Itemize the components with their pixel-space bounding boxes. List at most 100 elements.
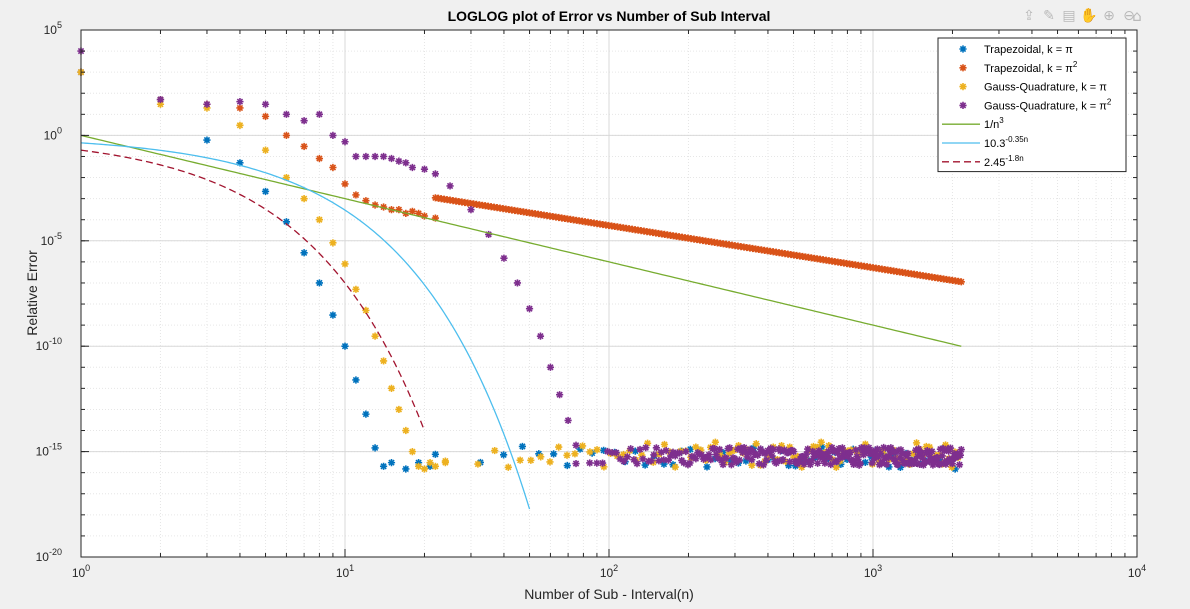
x-tick-labels: 100 101 102 103 104: [72, 563, 1146, 580]
data-point: [712, 450, 720, 458]
data-point: [642, 444, 650, 452]
data-point: [864, 446, 872, 454]
data-point: [426, 459, 434, 467]
legend-item[interactable]: Trapezoidal, k = π: [959, 44, 1073, 56]
data-point: [686, 459, 694, 467]
data-point: [714, 454, 722, 462]
data-point: [513, 279, 522, 287]
data-point: [865, 444, 873, 452]
data-point: [550, 450, 558, 458]
data-point: [838, 444, 846, 452]
data-point: [833, 458, 841, 466]
y-tick-label: 10-5: [41, 231, 62, 248]
legend-item[interactable]: 1/n3: [942, 116, 1004, 131]
chart-title: LOGLOG plot of Error vs Number of Sub In…: [448, 8, 771, 24]
data-point: [341, 180, 349, 188]
legend-item[interactable]: Trapezoidal, k = π2: [959, 60, 1078, 75]
data-point: [730, 446, 738, 454]
data-point: [692, 443, 700, 451]
home-icon[interactable]: ⌂: [1132, 7, 1142, 25]
data-point: [203, 136, 211, 144]
data-point: [851, 458, 859, 467]
data-point: [807, 457, 816, 465]
data-point: [903, 455, 911, 463]
data-point: [826, 454, 834, 462]
data-point: [738, 448, 747, 457]
legend[interactable]: Trapezoidal, k = π Trapezoidal, k = π2 Gau…: [937, 37, 1127, 173]
series-7: [80, 149, 426, 431]
data-point: [555, 443, 563, 451]
data-point: [491, 446, 499, 455]
y-tick-label: 105: [44, 20, 62, 37]
data-point: [362, 197, 370, 205]
data-point: [945, 447, 953, 455]
data-point: [884, 445, 892, 453]
data-point: [680, 459, 688, 467]
series-line: [80, 134, 962, 347]
zoom-out-icon[interactable]: ⊖: [1123, 8, 1135, 24]
x-tick-label: 102: [600, 563, 618, 580]
data-point: [667, 452, 675, 460]
data-point: [939, 444, 947, 453]
data-point: [329, 131, 337, 139]
data-point: [856, 459, 864, 468]
data-point: [777, 442, 786, 450]
data-point: [402, 465, 410, 473]
data-point: [912, 439, 921, 447]
data-point: [861, 458, 869, 466]
pan-icon[interactable]: ✋: [1080, 8, 1098, 24]
data-point: [564, 416, 572, 425]
data-point: [896, 454, 904, 462]
data-point: [827, 460, 835, 469]
data-point: [282, 110, 291, 118]
data-point: [203, 100, 211, 108]
data-point: [631, 447, 639, 455]
zoom-in-icon[interactable]: ⊕: [1103, 8, 1115, 24]
legend-item[interactable]: Gauss-Quadrature, k = π2: [959, 97, 1112, 112]
data-point: [818, 443, 826, 451]
data-point: [786, 458, 794, 466]
data-point: [868, 459, 876, 467]
datatip-icon[interactable]: ▤: [1062, 8, 1076, 24]
data-point: [431, 450, 439, 458]
export-icon[interactable]: ⇪: [1023, 8, 1035, 24]
data-point: [887, 444, 895, 452]
data-point: [745, 449, 753, 457]
axis-ticks: [80, 29, 1138, 558]
x-tick-label: 103: [864, 563, 882, 580]
data-point: [727, 461, 735, 469]
data-point: [671, 452, 679, 460]
data-point: [603, 447, 612, 456]
data-point: [639, 455, 647, 463]
data-point: [844, 452, 852, 460]
data-point: [879, 458, 887, 467]
brush-icon[interactable]: ✎: [1043, 8, 1055, 24]
data-point: [876, 449, 885, 457]
data-point: [890, 454, 898, 463]
data-point: [904, 449, 912, 458]
data-point: [371, 201, 379, 209]
data-point: [871, 449, 879, 457]
data-point: [619, 450, 628, 459]
data-point: [467, 206, 475, 214]
data-point: [633, 459, 641, 468]
data-point: [504, 463, 512, 471]
data-point: [914, 453, 922, 461]
data-point: [734, 459, 743, 467]
legend-label: 1/n3: [984, 116, 1004, 131]
legend-item[interactable]: Gauss-Quadrature, k = π: [959, 82, 1107, 94]
data-point: [834, 449, 842, 457]
series-5: [80, 134, 962, 347]
data-point: [959, 83, 967, 91]
data-point: [854, 455, 862, 464]
data-point: [598, 459, 607, 467]
data-point: [793, 460, 802, 468]
y-axis-label: Relative Error: [24, 250, 40, 336]
data-point: [707, 456, 715, 464]
data-point: [725, 449, 734, 457]
y-tick-label: 10-15: [36, 442, 62, 459]
data-point: [735, 456, 744, 464]
data-point: [925, 443, 934, 451]
data-point: [441, 457, 449, 465]
data-point: [371, 332, 379, 340]
